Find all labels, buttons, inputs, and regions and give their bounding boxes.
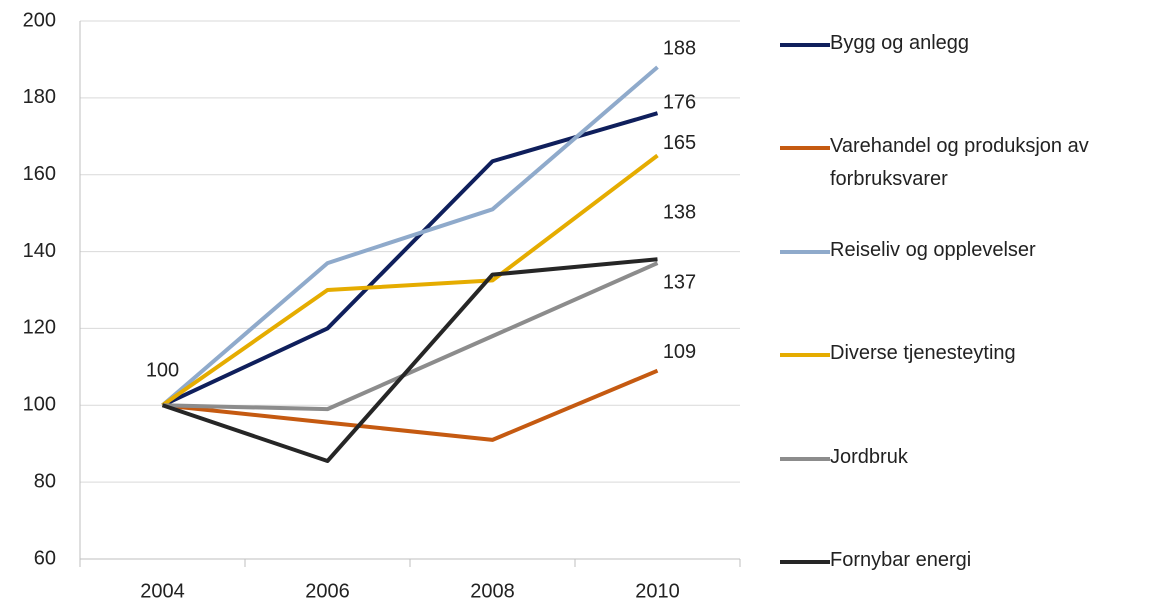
- legend-swatch: [780, 249, 830, 254]
- legend-item: Bygg og anlegg: [780, 32, 1160, 60]
- legend-swatch: [780, 456, 830, 461]
- plot: 60 80 100 120 140 160 180 200 2004 2006 2008 2010 17…: [23, 9, 741, 602]
- data-label: 109: [663, 341, 696, 363]
- line-series: [162, 261, 659, 412]
- legend-label: Bygg og anlegg: [830, 32, 970, 54]
- y-tick-label: 180: [23, 86, 56, 108]
- legend-label: Varehandel og produksjon av forbruksvare…: [830, 135, 1089, 191]
- y-tick-label: 60: [34, 547, 56, 569]
- legend-item: Varehandel og produksjon av forbruksvare…: [780, 135, 1160, 196]
- data-label: 138: [663, 202, 696, 224]
- legend-label: Jordbruk: [830, 445, 908, 468]
- legend-label: Diverse tjenesteyting: [830, 342, 1016, 365]
- line-series: [162, 368, 659, 442]
- y-tick-label: 120: [23, 317, 56, 339]
- y-tick-label: 160: [23, 163, 56, 185]
- y-tick-label: 80: [34, 470, 56, 492]
- y-tick-label: 100: [23, 394, 56, 416]
- legend-swatch: [780, 353, 830, 358]
- x-tick-label: 2010: [635, 580, 680, 602]
- line-series: [161, 65, 659, 407]
- y-tick-label: 200: [23, 9, 56, 31]
- legend-swatch: [780, 43, 830, 47]
- legend-swatch: [780, 146, 830, 151]
- legend-item: Jordbruk: [780, 446, 1160, 474]
- x-tick-label: 2008: [470, 580, 515, 602]
- x-tick-label: 2004: [140, 580, 185, 602]
- legend-swatch: [780, 560, 830, 564]
- legend-item: Fornybar energi: [780, 549, 1160, 577]
- x-tick-label: 2006: [305, 580, 350, 602]
- data-label: 188: [663, 37, 696, 59]
- line-series: [161, 153, 659, 407]
- legend-item: Reiseliv og opplevelser: [780, 239, 1160, 267]
- legend-label: Reiseliv og opplevelser: [830, 238, 1036, 261]
- line-series: [161, 257, 658, 464]
- legend-item: Diverse tjenesteyting: [780, 342, 1160, 370]
- data-label: 176: [663, 92, 696, 114]
- data-label: 165: [663, 132, 696, 154]
- legend-label: Fornybar energi: [830, 549, 972, 571]
- line-series: [161, 111, 659, 408]
- data-label: 100: [146, 360, 179, 382]
- data-label: 137: [663, 271, 696, 293]
- y-tick-label: 140: [23, 240, 56, 262]
